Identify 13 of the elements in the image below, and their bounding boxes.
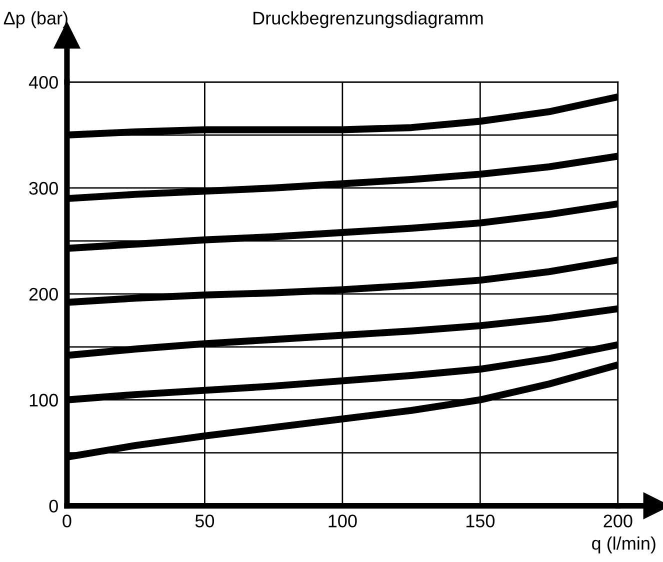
y-tick-label: 300 <box>29 182 58 195</box>
y-tick-label: 200 <box>29 288 58 301</box>
x-tick-label: 200 <box>604 514 632 528</box>
y-tick-label: 100 <box>30 394 58 407</box>
y-tick-label: 400 <box>28 76 58 89</box>
y-tick-label: 0 <box>49 500 58 513</box>
chart-title: Druckbegrenzungsdiagramm <box>254 11 483 28</box>
x-tick-label: 50 <box>195 514 214 528</box>
x-tick-label: 100 <box>328 514 357 528</box>
y-axis-title: Δp (bar) <box>4 11 68 28</box>
x-axis-title: q (l/min) <box>592 536 656 554</box>
x-tick-label: 0 <box>62 514 72 528</box>
x-tick-label: 150 <box>466 514 495 528</box>
